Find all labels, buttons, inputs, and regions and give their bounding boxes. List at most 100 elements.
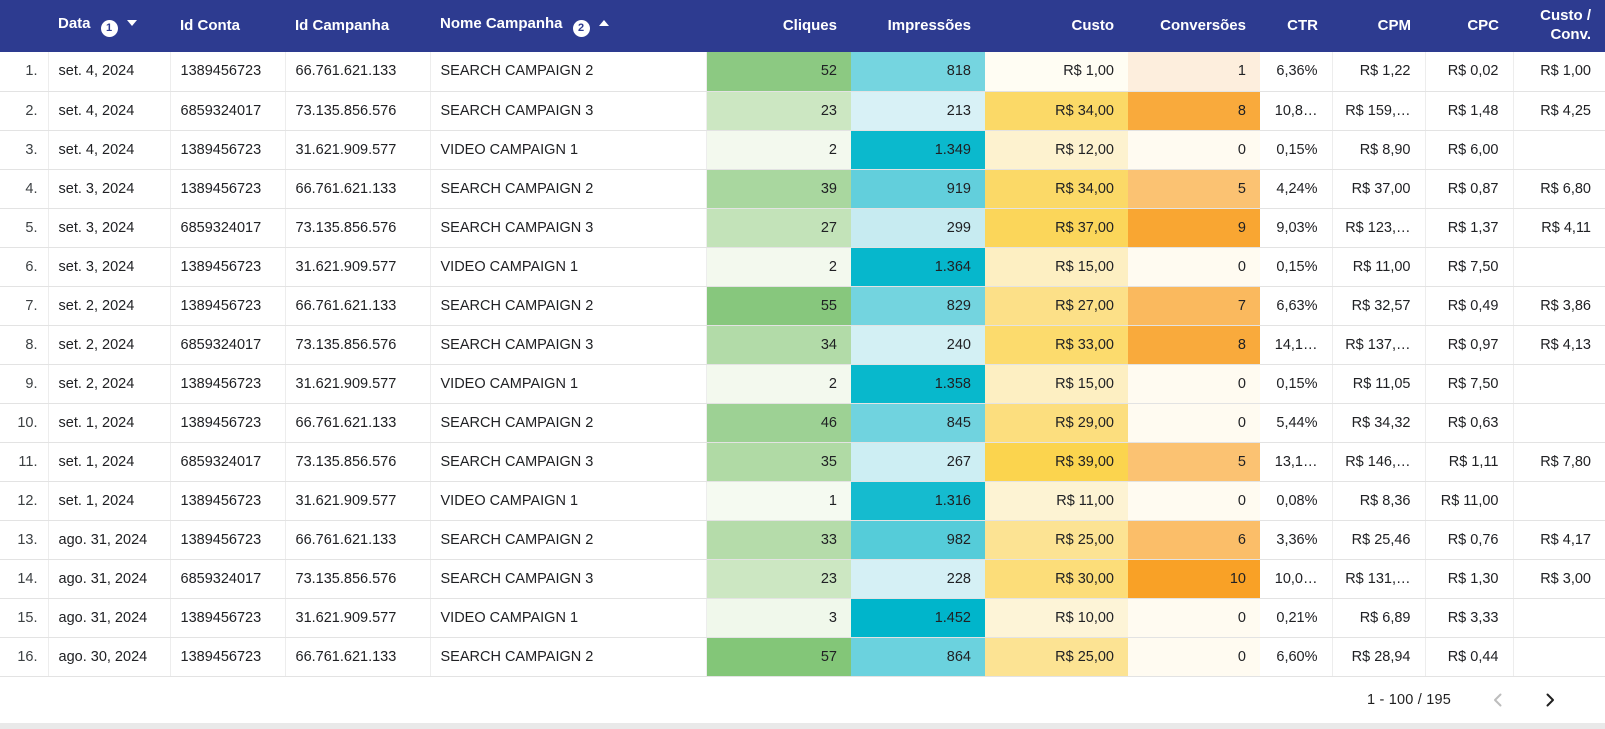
cell-id_campanha: 31.621.909.577	[285, 598, 431, 638]
cell-nome_campanha: SEARCH CAMPAIGN 3	[430, 208, 707, 248]
cell-idx: 8.	[0, 325, 49, 365]
table-row: 13. ago. 31, 2024 1389456723 66.761.621.133…	[0, 520, 1605, 560]
cell-cliques: 39	[706, 169, 851, 209]
cell-idx: 9.	[0, 364, 49, 404]
cell-id_conta: 1389456723	[170, 247, 286, 287]
cell-cliques: 34	[706, 325, 851, 365]
cell-custo: R$ 15,00	[985, 247, 1128, 287]
cell-conversoes: 1	[1128, 52, 1260, 92]
column-header-data[interactable]: Data 1	[48, 0, 170, 52]
chevron-left-icon	[1494, 693, 1502, 707]
cell-ctr: 3,36%	[1260, 520, 1333, 560]
cell-custo_conv: R$ 4,25	[1513, 91, 1605, 131]
cell-data: set. 1, 2024	[48, 442, 171, 482]
cell-nome_campanha: SEARCH CAMPAIGN 2	[430, 169, 707, 209]
table-row: 6. set. 3, 2024 1389456723 31.621.909.577 VI…	[0, 247, 1605, 287]
cell-nome_campanha: SEARCH CAMPAIGN 3	[430, 442, 707, 482]
cell-custo_conv: R$ 4,11	[1513, 208, 1605, 248]
cell-id_conta: 1389456723	[170, 286, 286, 326]
cell-cpm: R$ 25,46	[1332, 520, 1426, 560]
cell-cpc: R$ 11,00	[1425, 481, 1514, 521]
cell-conversoes: 5	[1128, 169, 1260, 209]
cell-cliques: 3	[706, 598, 851, 638]
cell-cpc: R$ 0,63	[1425, 403, 1514, 443]
cell-custo_conv: R$ 4,17	[1513, 520, 1605, 560]
table-row: 12. set. 1, 2024 1389456723 31.621.909.577 V…	[0, 481, 1605, 521]
sort-descending-icon	[126, 19, 137, 26]
sort-order-badge: 2	[572, 20, 590, 38]
column-header-nome_campanha[interactable]: Nome Campanha 2	[430, 0, 706, 52]
cell-id_campanha: 73.135.856.576	[285, 325, 431, 365]
column-header-cliques[interactable]: Cliques	[706, 0, 851, 52]
cell-impressoes: 818	[851, 52, 985, 92]
column-header-cpm[interactable]: CPM	[1332, 0, 1425, 52]
cell-cliques: 35	[706, 442, 851, 482]
column-header-label: Data	[58, 14, 91, 32]
cell-custo_conv: R$ 7,80	[1513, 442, 1605, 482]
table-row: 10. set. 1, 2024 1389456723 66.761.621.133 S…	[0, 403, 1605, 443]
chevron-right-icon	[1546, 693, 1554, 707]
cell-data: set. 2, 2024	[48, 364, 171, 404]
cell-id_conta: 6859324017	[170, 208, 286, 248]
cell-data: ago. 31, 2024	[48, 559, 171, 599]
cell-id_campanha: 73.135.856.576	[285, 442, 431, 482]
cell-custo: R$ 29,00	[985, 403, 1128, 443]
cell-cliques: 46	[706, 403, 851, 443]
cell-nome_campanha: SEARCH CAMPAIGN 2	[430, 52, 707, 92]
cell-data: set. 3, 2024	[48, 169, 171, 209]
cell-conversoes: 8	[1128, 91, 1260, 131]
cell-data: ago. 31, 2024	[48, 598, 171, 638]
cell-cpc: R$ 0,49	[1425, 286, 1514, 326]
cell-cpm: R$ 123,…	[1332, 208, 1426, 248]
cell-custo_conv	[1513, 247, 1605, 287]
next-page-button[interactable]	[1539, 689, 1561, 711]
cell-cpc: R$ 7,50	[1425, 247, 1514, 287]
cell-data: set. 3, 2024	[48, 208, 171, 248]
cell-idx: 7.	[0, 286, 49, 326]
cell-nome_campanha: VIDEO CAMPAIGN 1	[430, 364, 707, 404]
table-row: 11. set. 1, 2024 6859324017 73.135.856.576 S…	[0, 442, 1605, 482]
column-header-conversoes[interactable]: Conversões	[1128, 0, 1260, 52]
cell-ctr: 14,1…	[1260, 325, 1333, 365]
cell-cpc: R$ 0,97	[1425, 325, 1514, 365]
cell-cpc: R$ 7,50	[1425, 364, 1514, 404]
cell-ctr: 6,63%	[1260, 286, 1333, 326]
cell-cliques: 27	[706, 208, 851, 248]
column-header-custo_conv[interactable]: Custo / Conv.	[1513, 0, 1605, 52]
column-header-cpc[interactable]: CPC	[1425, 0, 1513, 52]
cell-custo: R$ 1,00	[985, 52, 1128, 92]
cell-id_campanha: 31.621.909.577	[285, 130, 431, 170]
cell-impressoes: 299	[851, 208, 985, 248]
column-header-impressoes[interactable]: Impressões	[851, 0, 985, 52]
cell-data: set. 4, 2024	[48, 91, 171, 131]
column-header-id_conta[interactable]: Id Conta	[170, 0, 285, 52]
cell-idx: 11.	[0, 442, 49, 482]
cell-id_campanha: 73.135.856.576	[285, 208, 431, 248]
cell-id_conta: 1389456723	[170, 598, 286, 638]
canvas-edge	[0, 723, 1605, 729]
column-header-label: Id Campanha	[295, 16, 390, 34]
cell-cliques: 2	[706, 247, 851, 287]
cell-ctr: 9,03%	[1260, 208, 1333, 248]
column-header-ctr[interactable]: CTR	[1260, 0, 1332, 52]
cell-impressoes: 1.452	[851, 598, 985, 638]
cell-cpc: R$ 6,00	[1425, 130, 1514, 170]
cell-conversoes: 0	[1128, 403, 1260, 443]
cell-cpm: R$ 131,…	[1332, 559, 1426, 599]
cell-cpm: R$ 137,…	[1332, 325, 1426, 365]
cell-cpm: R$ 8,90	[1332, 130, 1426, 170]
cell-cpc: R$ 0,87	[1425, 169, 1514, 209]
column-header-custo[interactable]: Custo	[985, 0, 1128, 52]
cell-impressoes: 1.364	[851, 247, 985, 287]
cell-impressoes: 919	[851, 169, 985, 209]
cell-id_conta: 6859324017	[170, 325, 286, 365]
cell-conversoes: 7	[1128, 286, 1260, 326]
cell-conversoes: 0	[1128, 247, 1260, 287]
cell-impressoes: 228	[851, 559, 985, 599]
table-row: 7. set. 2, 2024 1389456723 66.761.621.133 SE…	[0, 286, 1605, 326]
cell-id_conta: 1389456723	[170, 481, 286, 521]
cell-cpm: R$ 159,…	[1332, 91, 1426, 131]
cell-conversoes: 0	[1128, 637, 1260, 677]
prev-page-button[interactable]	[1487, 689, 1509, 711]
column-header-id_campanha[interactable]: Id Campanha	[285, 0, 430, 52]
